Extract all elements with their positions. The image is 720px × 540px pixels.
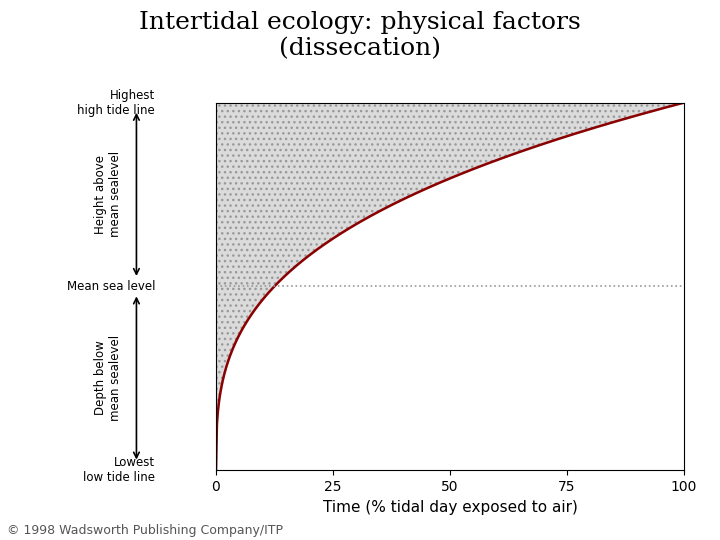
X-axis label: Time (% tidal day exposed to air): Time (% tidal day exposed to air) bbox=[323, 501, 577, 516]
Text: Height above
mean sealevel: Height above mean sealevel bbox=[94, 151, 122, 238]
Text: © 1998 Wadsworth Publishing Company/ITP: © 1998 Wadsworth Publishing Company/ITP bbox=[7, 524, 283, 537]
Text: Depth below
mean sealevel: Depth below mean sealevel bbox=[94, 335, 122, 421]
Text: Lowest
low tide line: Lowest low tide line bbox=[84, 456, 156, 484]
Text: Intertidal ecology: physical factors
(dissecation): Intertidal ecology: physical factors (di… bbox=[139, 11, 581, 60]
Text: Highest
high tide line: Highest high tide line bbox=[78, 89, 156, 117]
Text: Mean sea level: Mean sea level bbox=[67, 280, 156, 293]
